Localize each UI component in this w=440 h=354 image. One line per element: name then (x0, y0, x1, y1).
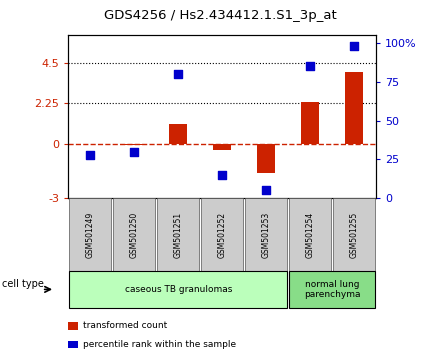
Bar (213, 144, 231, 150)
Text: GSM501252: GSM501252 (218, 211, 227, 258)
Text: transformed count: transformed count (83, 321, 167, 330)
Text: GSM501253: GSM501253 (262, 211, 271, 258)
Point (131, 149, 138, 155)
Bar (169, 124, 187, 144)
Text: GSM501251: GSM501251 (174, 211, 183, 258)
Point (87, 152, 94, 158)
Point (175, 72, 182, 77)
Point (307, 64, 314, 69)
Text: cell type: cell type (2, 279, 44, 289)
Text: GSM501254: GSM501254 (306, 211, 315, 258)
Text: normal lung
parenchyma: normal lung parenchyma (304, 280, 360, 299)
Text: GDS4256 / Hs2.434412.1.S1_3p_at: GDS4256 / Hs2.434412.1.S1_3p_at (104, 9, 336, 22)
Point (263, 188, 270, 193)
Text: caseous TB granulomas: caseous TB granulomas (125, 285, 232, 294)
Text: GSM501250: GSM501250 (130, 211, 139, 258)
Bar (345, 72, 363, 144)
Text: GSM501255: GSM501255 (350, 211, 359, 258)
Bar (125, 144, 143, 145)
Text: percentile rank within the sample: percentile rank within the sample (83, 340, 236, 349)
Text: GSM501249: GSM501249 (86, 211, 95, 258)
Bar (257, 144, 275, 173)
Point (351, 44, 358, 49)
Bar (301, 102, 319, 144)
Point (219, 172, 226, 178)
